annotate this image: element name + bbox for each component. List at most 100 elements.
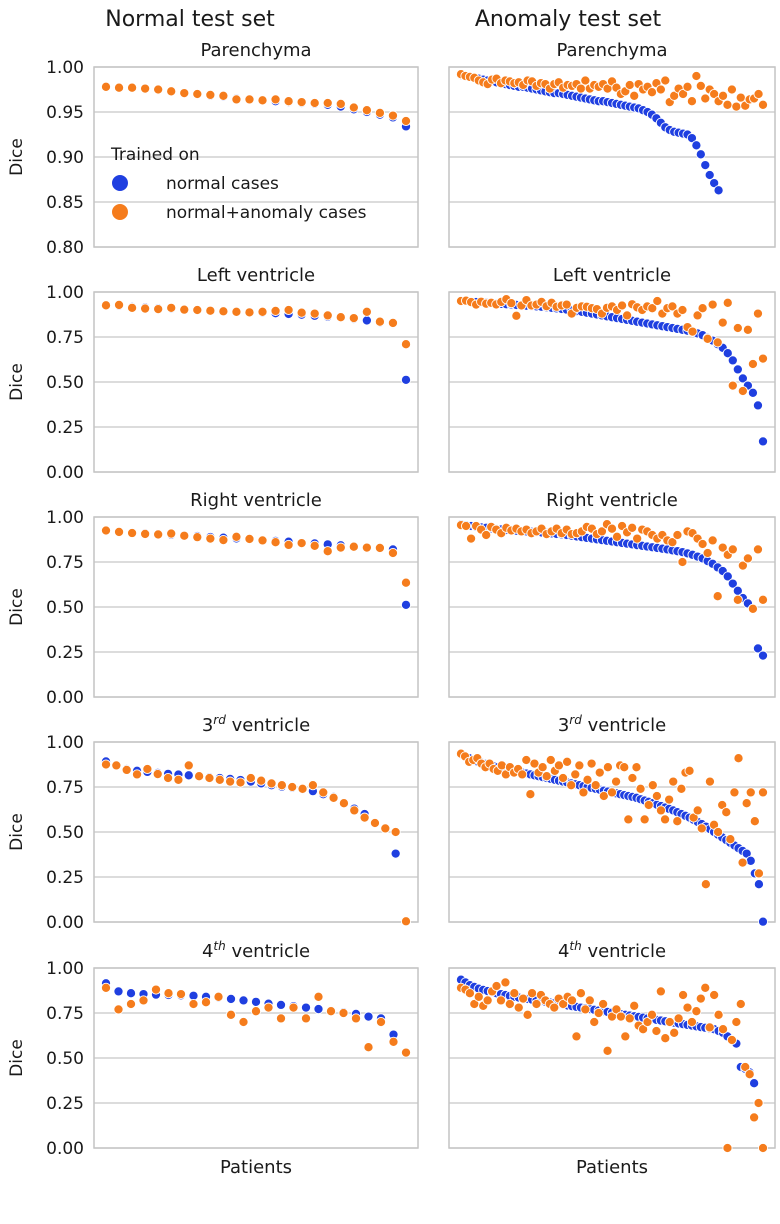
chart-panel: 0.00 0.25 0.50 0.75 1.00 4th ventricle Dice Pat… (7, 939, 419, 1178)
data-point (732, 364, 743, 375)
data-point (557, 772, 569, 784)
data-point (575, 988, 586, 999)
data-point (179, 304, 190, 315)
data-point (313, 1003, 324, 1015)
legend-label: normal cases (166, 174, 279, 194)
data-point (388, 1036, 399, 1047)
data-point (163, 772, 174, 784)
plot-frame (448, 516, 776, 698)
data-point (188, 998, 199, 1010)
y-axis-label: Dice (7, 138, 27, 176)
data-point (100, 81, 112, 92)
data-point (400, 599, 412, 610)
data-point (757, 787, 769, 798)
y-tick-label: 0.75 (46, 328, 84, 348)
data-point (517, 769, 528, 780)
data-point (179, 88, 190, 99)
data-point (717, 1024, 729, 1035)
y-tick-label: 1.00 (46, 283, 84, 303)
panel-title: Left ventricle (553, 265, 671, 286)
plot-frame (93, 291, 419, 473)
data-point (192, 88, 203, 100)
y-tick-label: 0.75 (46, 778, 84, 798)
data-point (757, 916, 769, 927)
data-point (238, 995, 249, 1006)
y-tick-label: 0.00 (46, 688, 84, 708)
data-point (622, 310, 633, 321)
data-point (578, 787, 589, 798)
data-point (652, 295, 663, 307)
data-point (140, 528, 151, 539)
data-point (752, 544, 764, 555)
y-tick-label: 0.00 (46, 463, 84, 483)
data-point (747, 603, 758, 614)
data-point (629, 90, 640, 101)
y-tick-label: 0.75 (46, 1004, 84, 1024)
chart-panel: 0.00 0.25 0.50 0.75 1.00 Left ventricle Dice (7, 265, 419, 483)
data-point (596, 526, 607, 537)
data-point (179, 530, 190, 541)
data-point (700, 160, 711, 171)
data-point (638, 1024, 649, 1035)
y-tick-label: 0.25 (46, 418, 84, 438)
data-point (244, 533, 255, 545)
data-point (361, 306, 372, 317)
data-point (348, 541, 359, 552)
data-point (163, 988, 174, 999)
data-point (660, 1033, 671, 1044)
data-point (204, 772, 215, 784)
data-point (296, 97, 307, 108)
data-point (676, 783, 687, 794)
data-point (697, 303, 708, 314)
data-point (218, 306, 229, 317)
data-point (205, 89, 216, 100)
data-point (309, 97, 320, 109)
data-point (664, 1016, 675, 1028)
panel-title: 4th ventricle (558, 939, 666, 962)
data-point (611, 776, 622, 787)
data-point (729, 787, 740, 798)
data-point (363, 1042, 374, 1053)
data-point (737, 385, 748, 397)
data-point (297, 783, 308, 794)
data-point (602, 1045, 613, 1056)
data-point (113, 299, 125, 311)
data-point (522, 1009, 533, 1020)
data-point (521, 754, 532, 766)
data-point (646, 1009, 658, 1020)
data-point (697, 538, 708, 550)
data-point (721, 807, 732, 818)
data-point (338, 798, 349, 809)
data-point (349, 805, 360, 816)
data-point (387, 317, 399, 329)
data-point (283, 96, 294, 107)
data-point (722, 571, 733, 582)
data-point (735, 998, 746, 1010)
data-point (692, 310, 703, 321)
legend-title: Trained on (110, 145, 200, 165)
data-point (231, 94, 242, 105)
data-point (655, 805, 667, 816)
data-point (669, 1027, 680, 1038)
data-point (166, 302, 177, 313)
data-point (506, 298, 517, 309)
data-point (700, 982, 711, 993)
data-point (744, 1069, 755, 1080)
data-point (673, 1013, 684, 1024)
y-tick-label: 0.00 (46, 1139, 84, 1159)
data-point (537, 762, 548, 773)
panel-title: Parenchyma (200, 40, 311, 61)
data-point (473, 991, 484, 1002)
data-point (218, 90, 229, 101)
data-point (647, 303, 658, 314)
data-point (611, 1004, 622, 1015)
data-point (733, 753, 744, 764)
data-point (238, 1016, 249, 1028)
data-point (692, 805, 703, 816)
data-point (131, 769, 143, 780)
plot-frame (93, 516, 419, 698)
data-point (753, 88, 764, 100)
data-point (322, 97, 333, 109)
data-point (624, 79, 635, 91)
data-point (702, 333, 713, 344)
